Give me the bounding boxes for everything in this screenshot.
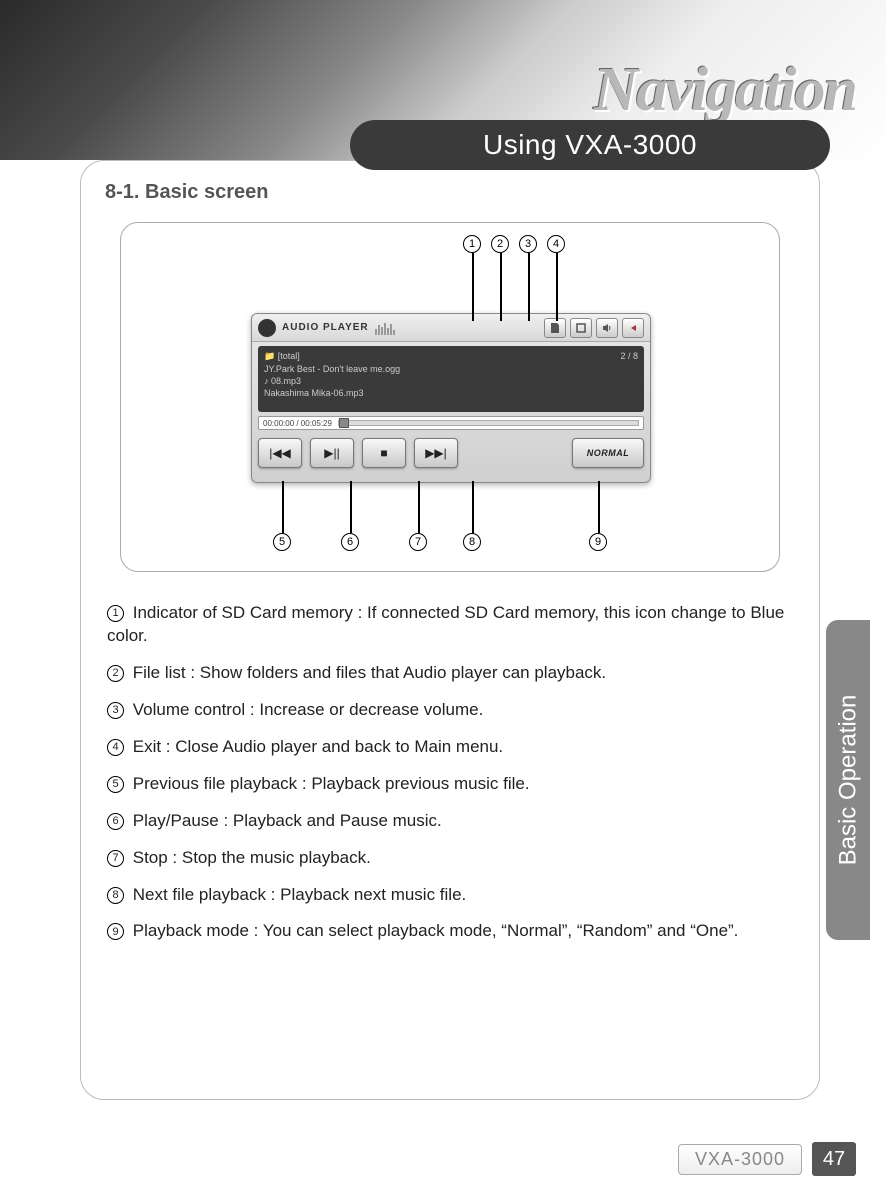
callout-5: 5 — [273, 533, 291, 551]
side-tab-label: Basic Operation — [834, 695, 862, 866]
desc-num: 3 — [107, 702, 124, 719]
exit-icon[interactable] — [622, 318, 644, 338]
desc-text: Exit : Close Audio player and back to Ma… — [133, 737, 503, 756]
callout-8: 8 — [463, 533, 481, 551]
list-item[interactable]: JY.Park Best - Don't leave me.ogg — [264, 364, 400, 374]
sd-card-icon[interactable] — [544, 318, 566, 338]
leader-line — [282, 481, 284, 533]
time-bar[interactable]: 00:00:00 / 00:05:29 — [258, 416, 644, 430]
stop-button[interactable]: ■ — [362, 438, 406, 468]
callout-4: 4 — [547, 235, 565, 253]
desc-num: 7 — [107, 850, 124, 867]
desc-text: Play/Pause : Playback and Pause music. — [133, 811, 442, 830]
player-file-list[interactable]: 📁 [total]2 / 8 JY.Park Best - Don't leav… — [258, 346, 644, 412]
desc-text: File list : Show folders and files that … — [133, 663, 606, 682]
leader-line — [418, 481, 420, 533]
desc-item: 3 Volume control : Increase or decrease … — [107, 699, 793, 722]
desc-text: Indicator of SD Card memory : If connect… — [107, 603, 784, 645]
desc-num: 5 — [107, 776, 124, 793]
callout-6: 6 — [341, 533, 359, 551]
list-item[interactable]: 08.mp3 — [271, 376, 301, 386]
volume-icon[interactable] — [596, 318, 618, 338]
player-logo-icon — [258, 319, 276, 337]
description-list: 1 Indicator of SD Card memory : If conne… — [105, 596, 795, 963]
desc-item: 8 Next file playback : Playback next mus… — [107, 884, 793, 907]
desc-num: 2 — [107, 665, 124, 682]
callout-2: 2 — [491, 235, 509, 253]
desc-num: 4 — [107, 739, 124, 756]
progress-track[interactable] — [338, 420, 639, 426]
leader-line — [472, 253, 474, 321]
callout-1: 1 — [463, 235, 481, 253]
chapter-tab-label: Using VXA-3000 — [483, 129, 697, 161]
list-item[interactable]: Nakashima Mika-06.mp3 — [264, 388, 364, 398]
player-buttons: |◀◀ ▶|| ■ ▶▶| NORMAL — [252, 432, 650, 474]
player-label: AUDIO PLAYER — [282, 322, 369, 333]
desc-num: 1 — [107, 605, 124, 622]
side-tab: Basic Operation — [826, 620, 870, 940]
callout-7: 7 — [409, 533, 427, 551]
player-titlebar: AUDIO PLAYER — [252, 314, 650, 342]
page-number: 47 — [812, 1142, 856, 1176]
desc-text: Previous file playback : Playback previo… — [133, 774, 530, 793]
time-display: 00:00:00 / 00:05:29 — [263, 419, 332, 428]
leader-line — [528, 253, 530, 321]
navigation-title: Navigation — [594, 55, 856, 126]
figure-box: 1 2 3 4 5 6 7 8 9 AUDIO PLAYER — [120, 222, 780, 572]
file-list-icon[interactable] — [570, 318, 592, 338]
footer: VXA-3000 47 — [678, 1142, 856, 1176]
leader-line — [350, 481, 352, 533]
desc-num: 9 — [107, 923, 124, 940]
desc-text: Volume control : Increase or decrease vo… — [133, 700, 484, 719]
desc-item: 7 Stop : Stop the music playback. — [107, 847, 793, 870]
desc-item: 6 Play/Pause : Playback and Pause music. — [107, 810, 793, 833]
desc-item: 2 File list : Show folders and files tha… — [107, 662, 793, 685]
folder-label: [total] — [278, 351, 300, 361]
desc-item: 4 Exit : Close Audio player and back to … — [107, 736, 793, 759]
desc-item: 9 Playback mode : You can select playbac… — [107, 920, 793, 943]
leader-line — [598, 481, 600, 533]
leader-line — [500, 253, 502, 321]
mode-button[interactable]: NORMAL — [572, 438, 644, 468]
chapter-tab: Using VXA-3000 — [350, 120, 830, 170]
desc-item: 1 Indicator of SD Card memory : If conne… — [107, 602, 793, 648]
leader-line — [556, 253, 558, 321]
previous-button[interactable]: |◀◀ — [258, 438, 302, 468]
section-title: 8-1. Basic screen — [105, 181, 795, 204]
next-button[interactable]: ▶▶| — [414, 438, 458, 468]
leader-line — [472, 481, 474, 533]
content-panel: 8-1. Basic screen 1 2 3 4 5 6 7 8 9 AUDI… — [80, 160, 820, 1100]
desc-num: 8 — [107, 887, 124, 904]
track-counter: 2 / 8 — [620, 351, 638, 362]
desc-num: 6 — [107, 813, 124, 830]
equalizer-icon — [375, 321, 395, 335]
callout-3: 3 — [519, 235, 537, 253]
desc-text: Playback mode : You can select playback … — [133, 921, 739, 940]
progress-handle[interactable] — [339, 418, 349, 428]
model-label: VXA-3000 — [678, 1144, 802, 1175]
audio-player: AUDIO PLAYER 📁 [total]2 / 8 JY.Park Best… — [251, 313, 651, 483]
play-pause-button[interactable]: ▶|| — [310, 438, 354, 468]
desc-text: Next file playback : Playback next music… — [133, 885, 467, 904]
callout-9: 9 — [589, 533, 607, 551]
desc-item: 5 Previous file playback : Playback prev… — [107, 773, 793, 796]
desc-text: Stop : Stop the music playback. — [133, 848, 371, 867]
